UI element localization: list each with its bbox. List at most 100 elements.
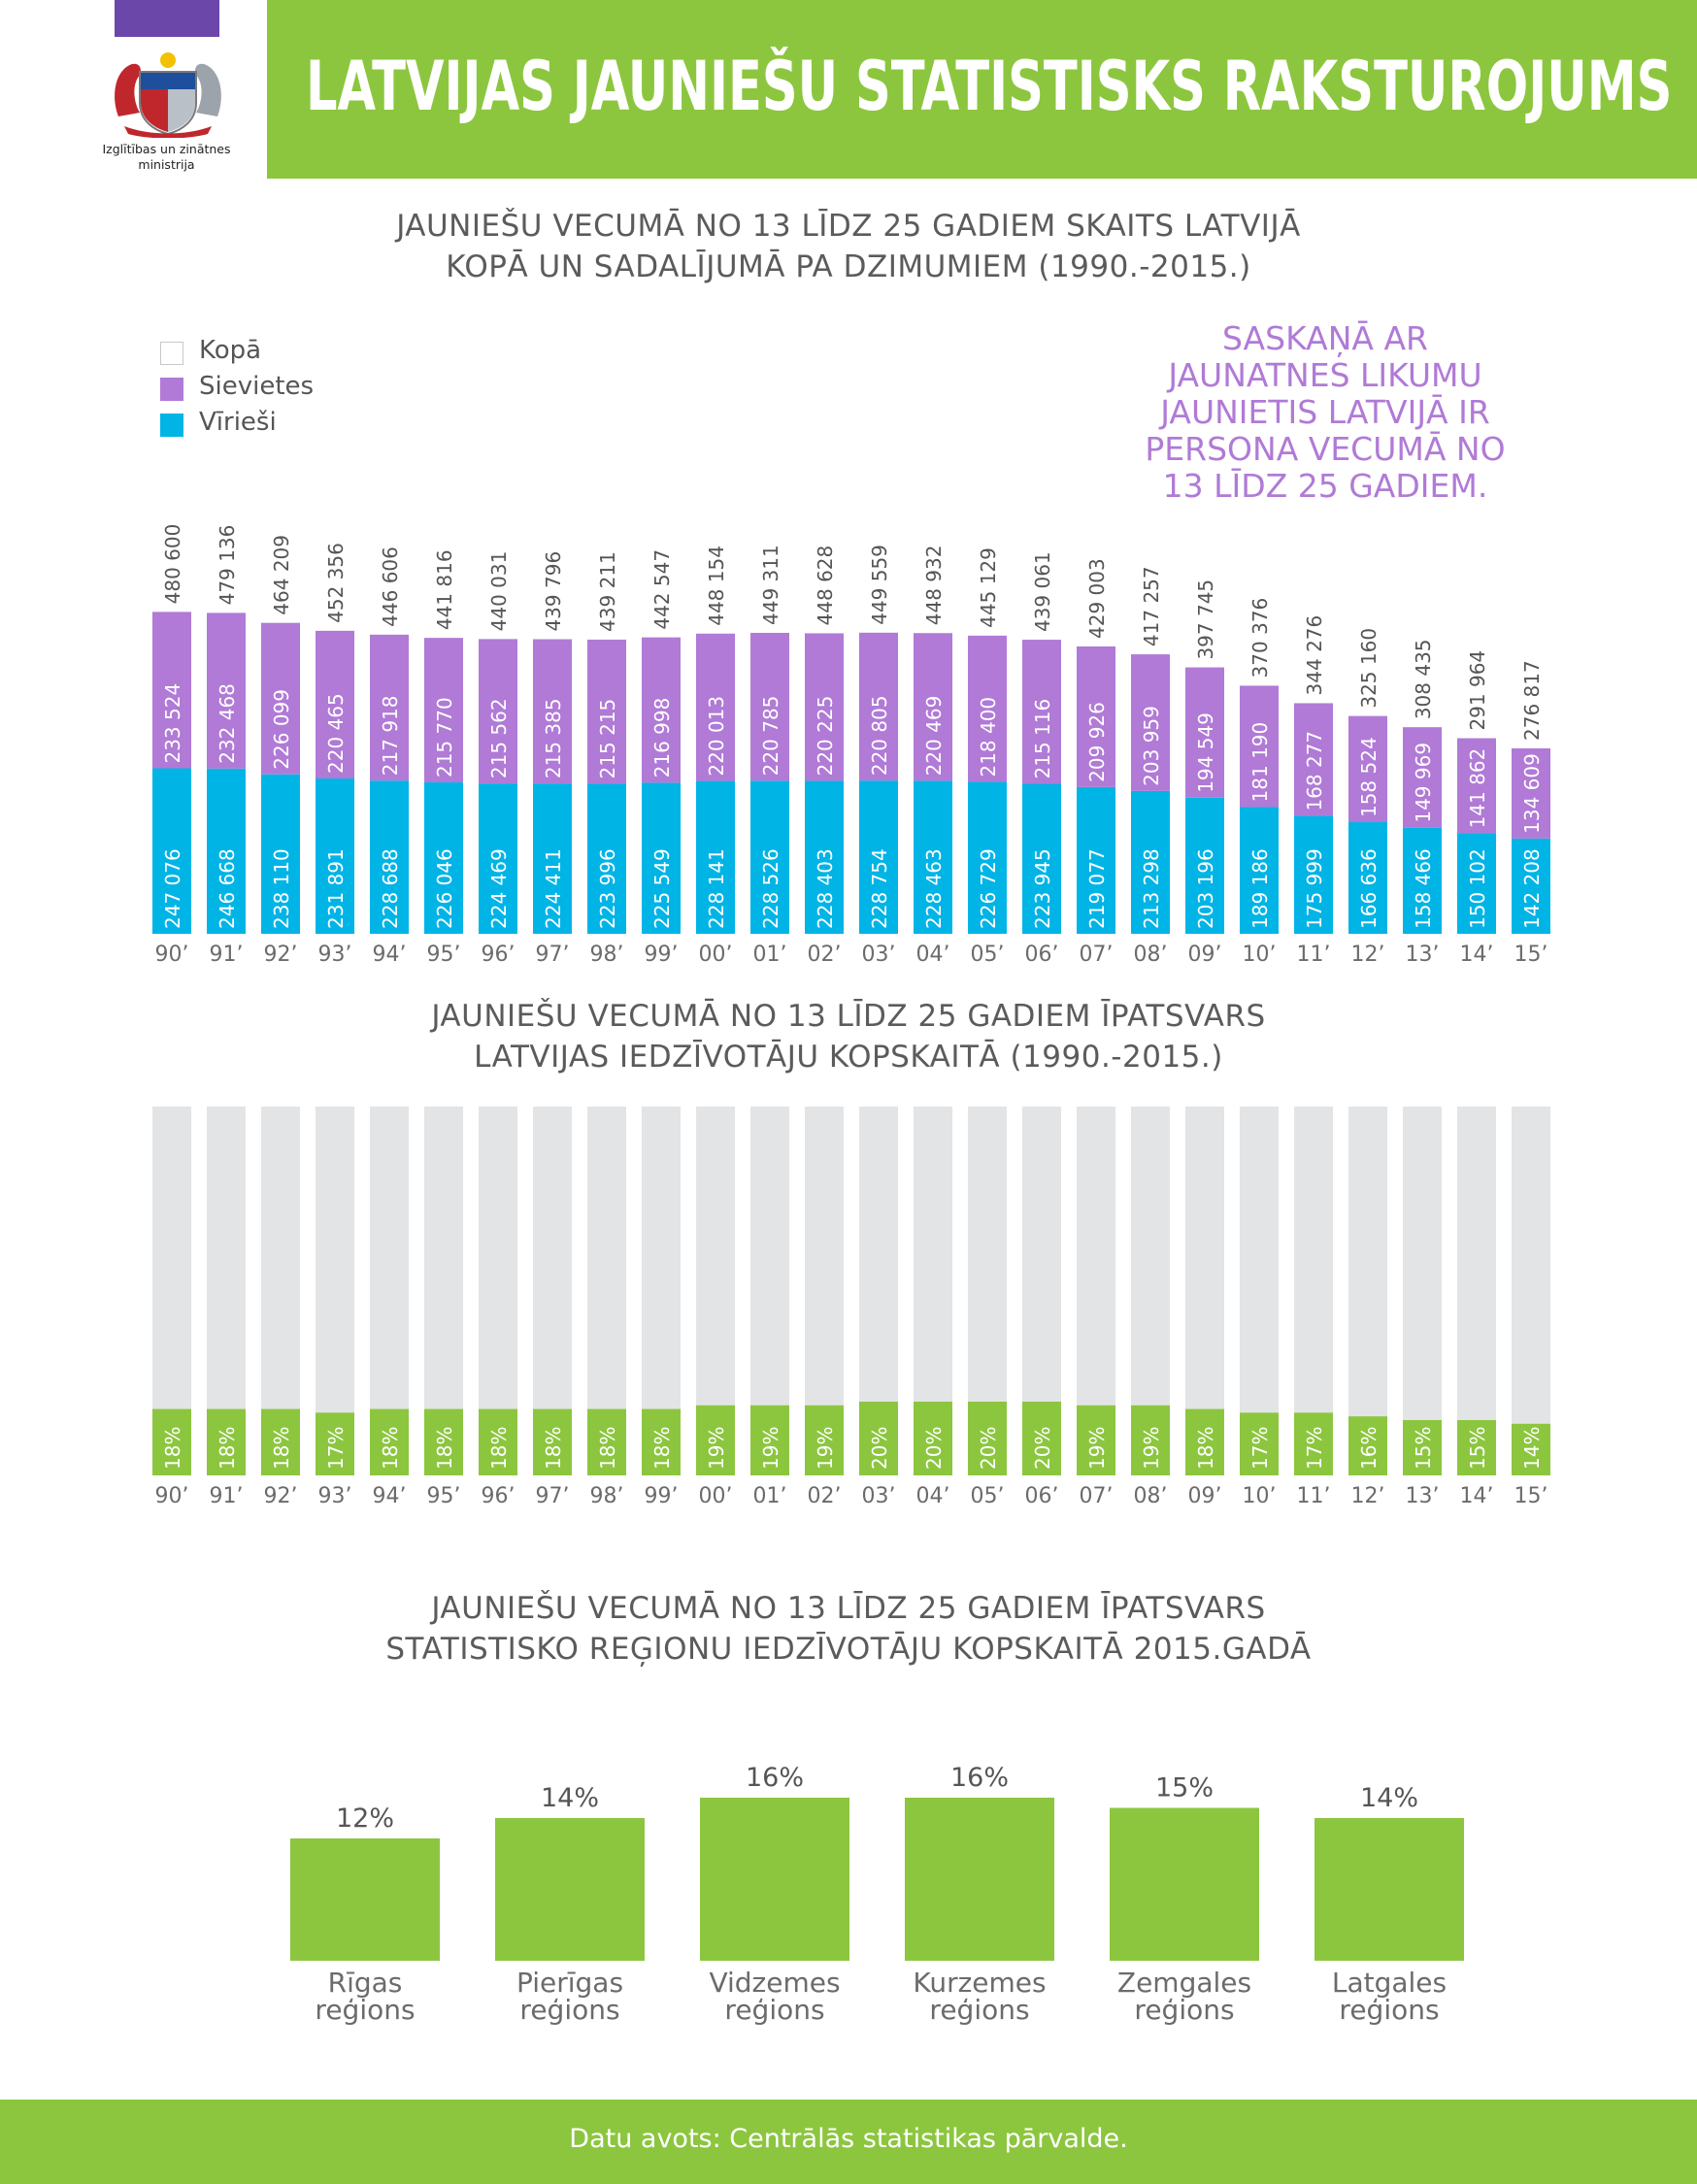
tick-label-16: 06’ (1025, 943, 1059, 967)
data-source: Datu avots: Centrālās statistikas pārval… (569, 2124, 1128, 2154)
chart3-title-line1: JAUNIEŠU VECUMĀ NO 13 LĪDZ 25 GADIEM ĪPA… (431, 1591, 1266, 1626)
label-region-value-3: 16% (950, 1763, 1009, 1793)
label-virieisi-4: 228 688 (379, 848, 402, 929)
tick-label-2: 92’ (264, 1484, 298, 1508)
label-kopa-14: 448 932 (922, 546, 946, 626)
label-sievietes-3: 220 465 (324, 693, 348, 774)
bar-virieisi-24 (1457, 833, 1496, 934)
bar-virieisi-19 (1185, 797, 1224, 934)
tick-label-4: 94’ (373, 943, 407, 967)
label-region-value-5: 14% (1360, 1783, 1418, 1813)
label-kopa-12: 448 628 (814, 546, 837, 626)
label-virieisi-10: 228 141 (705, 848, 728, 929)
tick-label-1: 91’ (210, 1484, 244, 1508)
label-share-21: 17% (1303, 1427, 1326, 1470)
label-kopa-22: 325 160 (1357, 628, 1381, 709)
bar-share-12 (805, 1405, 844, 1475)
label-kopa-5: 441 816 (433, 549, 456, 630)
label-sievietes-21: 168 277 (1303, 731, 1326, 811)
label-share-1: 18% (216, 1427, 239, 1470)
label-kopa-25: 276 817 (1520, 660, 1544, 741)
label-share-23: 15% (1412, 1427, 1435, 1470)
label-kopa-21: 344 276 (1303, 615, 1326, 696)
label-kopa-8: 439 211 (596, 551, 619, 632)
chart3-title-line2: STATISTISKO REĢIONU IEDZĪVOTĀJU KOPSKAIT… (385, 1632, 1312, 1667)
tick-label-13: 03’ (862, 943, 896, 967)
region-name-line1-2: Vidzemes (709, 1967, 840, 1999)
emblem-supporter-left (115, 63, 141, 116)
bar-sievietes-23 (1403, 727, 1442, 828)
legend-swatch-virieisi (160, 414, 183, 437)
label-share-8: 18% (596, 1427, 619, 1470)
region-name-line2-0: reģions (315, 1994, 415, 2026)
tick-label-18: 08’ (1134, 1484, 1168, 1508)
bar-virieisi-1 (207, 768, 246, 934)
label-share-5: 18% (433, 1427, 456, 1470)
tick-label-9: 99’ (645, 1484, 679, 1508)
label-sievietes-1: 232 468 (216, 683, 239, 764)
label-virieisi-0: 247 076 (161, 848, 184, 929)
bar-background-22 (1348, 1107, 1387, 1475)
chart2-title: JAUNIEŠU VECUMĀ NO 13 LĪDZ 25 GADIEM ĪPA… (0, 996, 1697, 1077)
chart1-title-line2: KOPĀ UN SADALĪJUMĀ PA DZIMUMIEM (1990.-2… (446, 249, 1251, 284)
label-sievietes-25: 134 609 (1520, 753, 1544, 834)
label-virieisi-2: 238 110 (270, 848, 293, 929)
label-virieisi-11: 228 526 (759, 848, 782, 929)
label-share-19: 18% (1194, 1427, 1217, 1470)
bar-background-25 (1512, 1107, 1550, 1475)
label-share-18: 19% (1140, 1427, 1163, 1470)
bar-share-25 (1512, 1423, 1550, 1475)
tick-label-23: 13’ (1406, 943, 1440, 967)
bar-sievietes-18 (1131, 654, 1170, 791)
bar-share-17 (1077, 1405, 1115, 1475)
bar-share-13 (859, 1402, 898, 1475)
label-region-value-2: 16% (746, 1763, 804, 1793)
label-virieisi-17: 219 077 (1085, 848, 1109, 929)
label-virieisi-12: 228 403 (814, 848, 837, 929)
bar-share-5 (424, 1408, 463, 1475)
definition-callout: SASKAŅĀ AR JAUNATNES LIKUMU JAUNIETIS LA… (1141, 320, 1510, 505)
label-kopa-18: 417 257 (1140, 566, 1163, 646)
page-title: LATVIJAS JAUNIEŠU STATISTISKS RAKSTUROJU… (306, 47, 1673, 126)
region-name-line2-2: reģions (724, 1994, 824, 2026)
tick-label-6: 96’ (482, 1484, 516, 1508)
bar-share-14 (914, 1402, 952, 1475)
label-sievietes-9: 216 998 (650, 698, 674, 778)
callout-line5: 13 LĪDZ 25 GADIEM. (1162, 467, 1488, 505)
tick-label-0: 90’ (155, 943, 189, 967)
label-share-0: 18% (161, 1427, 184, 1470)
bar-sievietes-16 (1022, 640, 1061, 784)
label-sievietes-0: 233 524 (161, 683, 184, 764)
emblem-shield-left (141, 89, 168, 132)
region-name-line1-4: Zemgales (1117, 1967, 1251, 1999)
label-virieisi-9: 225 549 (650, 848, 674, 929)
bar-sievietes-19 (1185, 667, 1224, 798)
tick-label-14: 04’ (916, 1484, 950, 1508)
bar-virieisi-8 (587, 783, 626, 934)
label-sievietes-10: 220 013 (705, 696, 728, 777)
bar-share-24 (1457, 1420, 1496, 1475)
label-kopa-15: 445 129 (977, 547, 1000, 628)
header-bar (267, 0, 1697, 179)
tick-label-7: 97’ (536, 1484, 570, 1508)
bar-sievietes-22 (1348, 715, 1387, 823)
emblem-shield-right (168, 89, 195, 132)
bar-sievietes-15 (968, 635, 1007, 782)
label-virieisi-20: 189 186 (1248, 848, 1272, 929)
bar-share-10 (696, 1405, 735, 1475)
label-share-4: 18% (379, 1427, 402, 1470)
share-bar-chart: 18% 90’ 18% 91’ 18% 92’ 17% 93’ 18% 94’ 18% 95’ 18% 9… (152, 1107, 1550, 1508)
bar-virieisi-13 (859, 780, 898, 934)
logo-strip (115, 0, 219, 37)
label-virieisi-7: 224 411 (542, 848, 565, 929)
legend-label-sievietes: Sievietes (199, 372, 315, 401)
label-virieisi-22: 166 636 (1357, 848, 1381, 929)
tick-label-8: 98’ (590, 1484, 624, 1508)
tick-label-25: 15’ (1514, 1484, 1548, 1508)
label-sievietes-4: 217 918 (379, 695, 402, 776)
label-kopa-0: 480 600 (161, 524, 184, 605)
bar-share-6 (479, 1408, 517, 1475)
tick-label-10: 00’ (699, 943, 733, 967)
tick-label-3: 93’ (318, 1484, 352, 1508)
bar-sievietes-3 (316, 630, 354, 778)
